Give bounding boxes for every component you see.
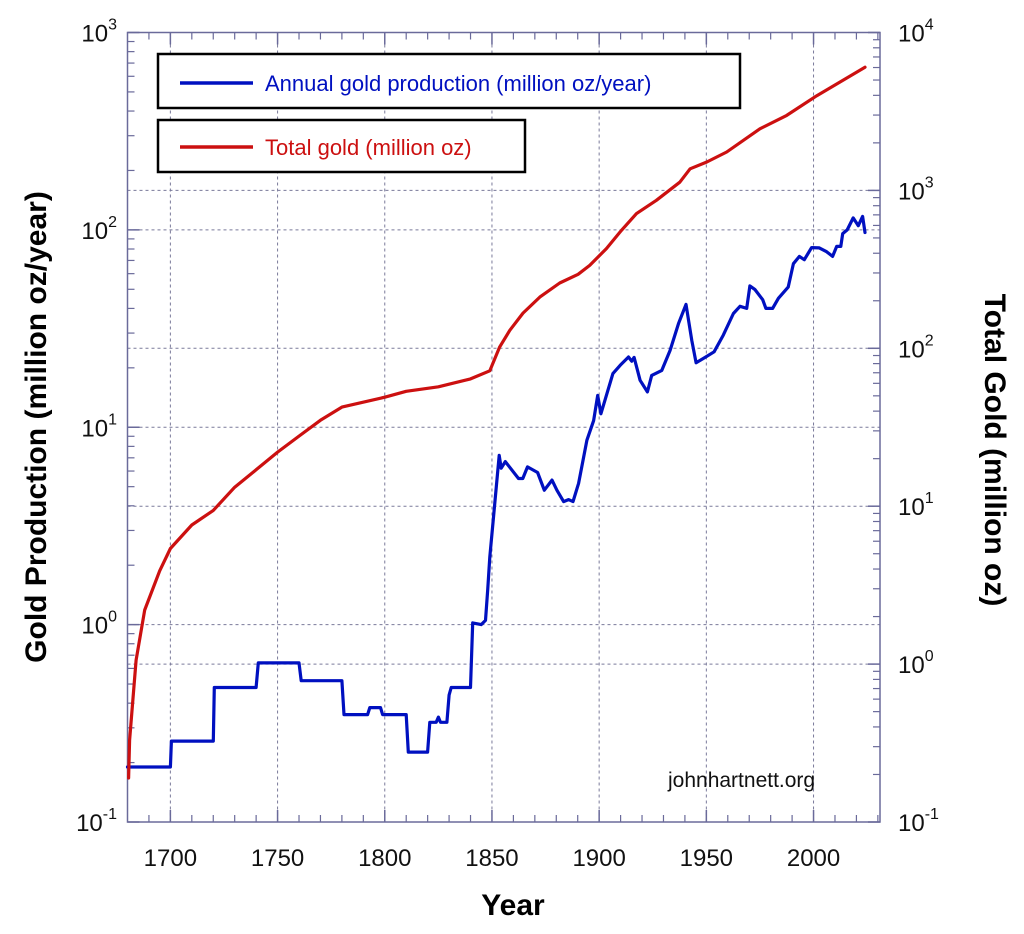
tick-base: 10 <box>76 810 103 837</box>
x-tick-label: 1800 <box>358 845 411 872</box>
tick-exponent: 0 <box>925 648 934 665</box>
right-tick-label: 104 <box>898 17 934 48</box>
tick-base: 10 <box>898 336 925 363</box>
legend-label-total: Total gold (million oz) <box>265 135 472 160</box>
tick-base: 10 <box>898 652 925 679</box>
x-tick-label: 1950 <box>680 845 733 872</box>
legend: Annual gold production (million oz/year)… <box>156 52 742 174</box>
x-tick-label: 1700 <box>144 845 197 872</box>
watermark-annotation: johnhartnett.org <box>667 769 815 792</box>
tick-exponent: -1 <box>925 806 939 823</box>
tick-exponent: 1 <box>925 490 934 507</box>
series-line-total-gold <box>127 65 867 780</box>
tick-base: 10 <box>81 21 108 48</box>
tick-base: 10 <box>898 178 925 205</box>
x-tick-label: 2000 <box>787 845 840 872</box>
tick-base: 10 <box>898 810 925 837</box>
x-tick-label: 1900 <box>572 845 625 872</box>
tick-exponent: 2 <box>108 214 117 231</box>
legend-item-total: Total gold (million oz) <box>156 118 527 174</box>
left-axis-title: Gold Production (million oz/year) <box>20 191 53 663</box>
x-axis-title: Year <box>481 889 545 922</box>
right-tick-label: 101 <box>898 490 934 521</box>
tick-exponent: 3 <box>925 174 934 191</box>
left-tick-label: 100 <box>81 609 117 640</box>
series-line-annual-production <box>125 214 867 769</box>
left-tick-label: 102 <box>81 214 117 245</box>
left-tick-label: 10-1 <box>76 806 117 837</box>
right-tick-label: 10-1 <box>898 806 939 837</box>
axis-ticks <box>127 31 880 823</box>
tick-base: 10 <box>81 218 108 245</box>
tick-exponent: 2 <box>925 332 934 349</box>
tick-base: 10 <box>81 415 108 442</box>
tick-exponent: 4 <box>925 17 934 34</box>
tick-exponent: 3 <box>108 17 117 34</box>
x-tick-label: 1750 <box>251 845 304 872</box>
x-tick-label: 1850 <box>465 845 518 872</box>
tick-exponent: 0 <box>108 609 117 626</box>
legend-item-annual: Annual gold production (million oz/year) <box>156 52 742 110</box>
tick-base: 10 <box>81 613 108 640</box>
left-tick-label: 103 <box>81 17 117 48</box>
series-layer <box>125 65 867 780</box>
tick-exponent: 1 <box>108 411 117 428</box>
right-tick-label: 103 <box>898 174 934 205</box>
left-tick-label: 101 <box>81 411 117 442</box>
plot-frame <box>126 31 881 823</box>
x-tick-labels: 1700 1750 1800 1850 1900 1950 2000 <box>144 845 841 872</box>
legend-label-annual: Annual gold production (million oz/year) <box>265 71 651 96</box>
right-tick-label: 102 <box>898 332 934 363</box>
tick-base: 10 <box>898 494 925 521</box>
tick-exponent: -1 <box>103 806 117 823</box>
right-tick-label: 100 <box>898 648 934 679</box>
tick-base: 10 <box>898 21 925 48</box>
right-axis-title: Total Gold (million oz) <box>978 294 1011 607</box>
